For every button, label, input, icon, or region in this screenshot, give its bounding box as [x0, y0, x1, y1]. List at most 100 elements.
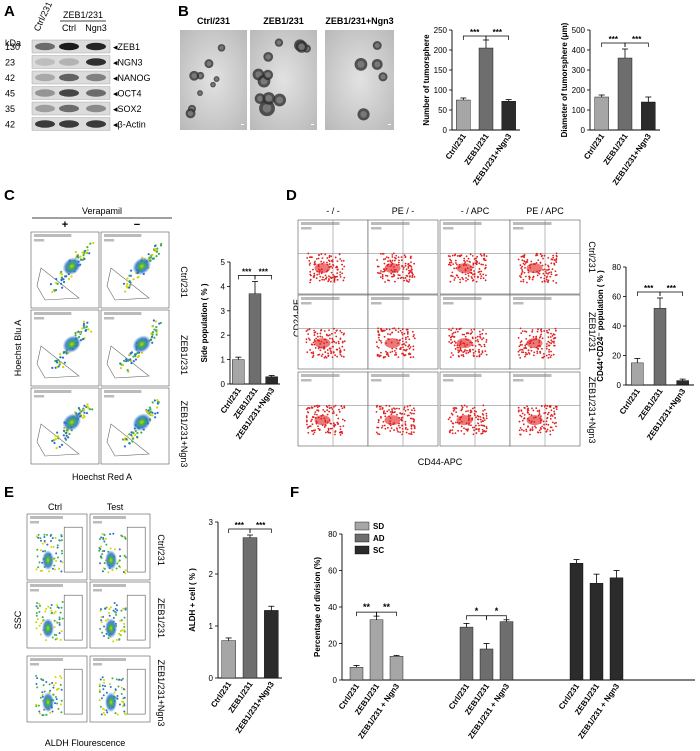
flow-event: [134, 429, 137, 433]
flow-event: [400, 419, 403, 422]
flow-event: [412, 407, 415, 410]
flow-event: [377, 421, 380, 424]
flow-event: [323, 278, 326, 281]
flow-event: [476, 255, 479, 258]
flow-event: [537, 328, 539, 331]
flow-event: [408, 347, 411, 350]
flow-event: [471, 277, 474, 280]
flow-event: [517, 350, 520, 353]
flow-density: [526, 338, 543, 349]
flow-event: [314, 411, 317, 414]
flow-event: [482, 413, 485, 416]
significance-bracket: [376, 611, 397, 617]
flow-event: [406, 331, 409, 334]
flow-event: [81, 258, 84, 262]
flow-event: [412, 273, 414, 276]
flow-event: [116, 609, 119, 612]
flow-event: [60, 703, 63, 706]
flow-event: [98, 549, 101, 552]
flow-event: [448, 261, 451, 264]
flow-event: [411, 409, 413, 412]
flow-event: [412, 420, 415, 423]
flow-event: [535, 407, 538, 410]
flow-event: [398, 426, 401, 429]
flow-event: [343, 405, 346, 408]
flow-d-col-4: PE / APC: [526, 206, 564, 216]
flow-event: [457, 349, 459, 352]
flow-plot-caption: [104, 390, 142, 393]
flow-event: [153, 247, 156, 250]
flow-event: [524, 355, 526, 358]
flow-event: [321, 353, 324, 356]
flow-event: [339, 338, 342, 340]
flow-event: [58, 616, 61, 619]
flow-event: [321, 278, 324, 281]
flow-event: [403, 254, 406, 257]
flow-event: [328, 260, 331, 263]
flow-event: [407, 414, 410, 417]
flow-event: [331, 427, 333, 430]
flow-event: [544, 263, 547, 266]
blot-band: [35, 73, 55, 82]
flow-event: [316, 335, 319, 338]
flow-plot-caption: [443, 374, 482, 377]
flow-event: [381, 407, 384, 410]
flow-event: [317, 257, 320, 260]
flow-event: [336, 272, 339, 274]
flow-event: [52, 545, 55, 548]
flow-event: [327, 355, 330, 358]
flow-event: [116, 694, 119, 697]
image-title: ZEB1/231+Ngn3: [325, 16, 393, 26]
cd44-cd24-flow: - / - PE / - - / APC PE / APC CD24-PE CD…: [292, 206, 597, 467]
flow-event: [518, 420, 521, 423]
flow-event: [82, 322, 86, 326]
flow-event: [307, 333, 310, 335]
flow-event: [112, 532, 115, 535]
flow-event: [60, 270, 63, 273]
flow-event: [481, 350, 484, 353]
flow-event: [465, 405, 468, 408]
flow-event: [60, 282, 63, 285]
flow-event: [391, 347, 394, 350]
flow-event: [312, 429, 315, 432]
flow-event: [307, 252, 310, 255]
flow-event: [453, 335, 456, 338]
flow-event: [550, 350, 552, 353]
flow-plot-percent: [301, 302, 312, 305]
flow-event: [313, 431, 316, 434]
flow-event: [330, 271, 333, 274]
bar-ctrl-231: [594, 96, 609, 131]
flow-event: [542, 352, 545, 355]
flow-event: [104, 685, 107, 688]
flow-event: [547, 336, 550, 339]
flow-event: [384, 257, 387, 260]
flow-event: [315, 257, 318, 260]
flow-event: [387, 260, 389, 263]
flow-event: [402, 346, 404, 349]
flow-event: [464, 335, 467, 338]
flow-event: [100, 697, 103, 700]
flow-event: [86, 321, 89, 324]
flow-event: [526, 259, 529, 261]
flow-event: [386, 333, 389, 335]
flow-event: [100, 616, 103, 619]
flow-plot-percent: [443, 302, 454, 305]
flow-event: [85, 325, 88, 329]
flow-event: [79, 258, 83, 261]
flow-event: [450, 420, 453, 423]
bar-ad-zeb1-231: [479, 648, 494, 681]
flow-event: [538, 411, 541, 413]
y-tick-label: 3: [209, 518, 214, 527]
flow-event: [65, 434, 68, 437]
flow-event: [537, 259, 540, 262]
flow-event: [456, 330, 459, 333]
flow-event: [535, 335, 538, 338]
flow-event: [51, 710, 54, 713]
flow-event: [83, 411, 86, 414]
flow-event: [391, 253, 394, 256]
flow-event: [474, 350, 477, 353]
flow-event: [550, 262, 553, 265]
flow-event: [38, 602, 41, 605]
flow-event: [102, 536, 105, 539]
blot-strip-ngn3: [31, 55, 111, 69]
